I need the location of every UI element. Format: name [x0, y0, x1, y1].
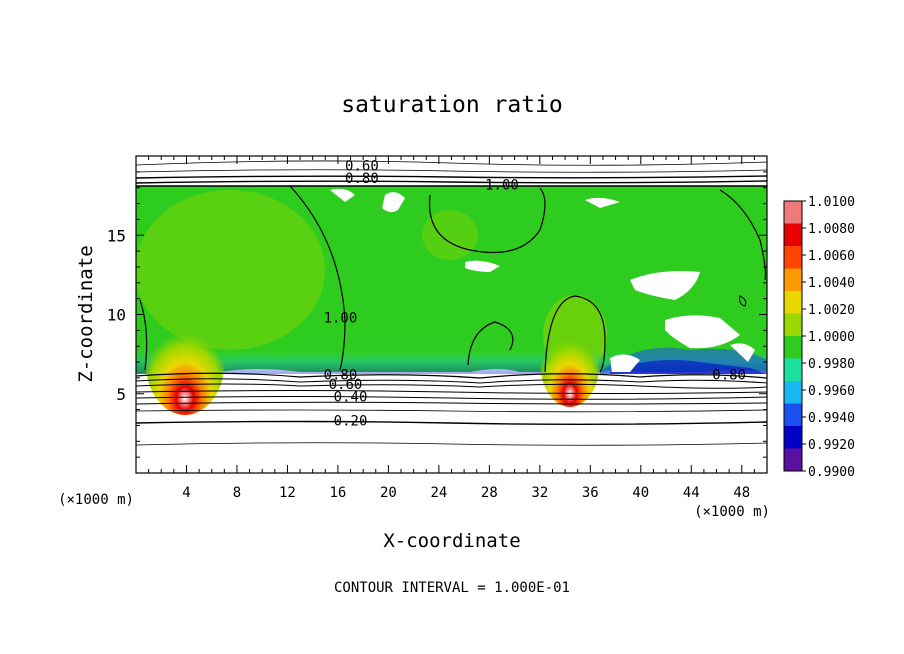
colorbar-swatch: [784, 426, 802, 449]
colorbar-swatch: [784, 448, 802, 472]
colorbar-label: 0.9940: [808, 411, 855, 426]
colorbar-label: 1.0100: [808, 195, 855, 210]
x-tick-label: 32: [531, 485, 548, 501]
x-tick-label: 8: [233, 485, 241, 501]
saturated-zone: [136, 186, 767, 374]
colorbar-label: 0.9980: [808, 357, 855, 372]
colorbar-swatch: [784, 246, 802, 269]
colorbar-swatch: [784, 268, 802, 292]
contour-labels: 0.600.80 1.001.000.800.600.400.200.80: [324, 158, 746, 429]
contour-label: 0.40: [334, 390, 368, 406]
x-tick-label: 4: [182, 485, 190, 501]
y-tick-label: 15: [107, 226, 126, 245]
x-tick-label: 48: [733, 485, 750, 501]
contour-label: 1.00: [485, 177, 519, 193]
y-tick-label: 10: [107, 306, 126, 325]
contour-interval-note: CONTOUR INTERVAL = 1.000E-01: [334, 580, 570, 596]
colorbar-swatch: [784, 223, 802, 247]
colorbar-swatch: [784, 291, 802, 314]
colorbar-label: 1.0020: [808, 303, 855, 318]
y-axis-label: Z-coordinate: [75, 245, 97, 382]
x-unit-label: (×1000 m): [694, 504, 770, 520]
contour-label: 0.60: [345, 158, 379, 174]
y-unit-label: (×1000 m): [58, 492, 134, 508]
x-tick-label: 16: [329, 485, 346, 501]
colorbar-swatch: [784, 313, 802, 337]
colorbar-label: 1.0040: [808, 276, 855, 291]
contour-label: 0.80: [712, 367, 746, 383]
x-tick-labels: 4 8 12 16 20 24 28 32 36 40 44 48: [182, 485, 750, 501]
colorbar-label: 0.9900: [808, 465, 855, 480]
x-tick-label: 12: [279, 485, 296, 501]
colorbar-label: 1.0060: [808, 249, 855, 264]
x-tick-label: 40: [632, 485, 649, 501]
y-tick-label: 5: [116, 385, 126, 404]
contour-label: 1.00: [324, 310, 358, 326]
x-tick-label: 24: [430, 485, 447, 501]
colorbar-label: 1.0080: [808, 222, 855, 237]
colorbar-label: 1.0000: [808, 330, 855, 345]
colorbar-label: 0.9960: [808, 384, 855, 399]
contour-label: 0.80: [324, 367, 358, 383]
x-tick-label: 44: [683, 485, 700, 501]
colorbar-swatch: [784, 358, 802, 382]
x-tick-label: 20: [380, 485, 397, 501]
hot-spot-west: [145, 305, 225, 415]
x-axis-label: X-coordinate: [383, 530, 520, 552]
x-tick-label: 36: [582, 485, 599, 501]
colorbar: 1.0100 1.0080 1.0060 1.0040 1.0020 1.0000 0.99…: [783, 195, 855, 480]
contour-lines: [136, 160, 767, 446]
contour-label: 0.80: [345, 171, 379, 187]
plot-area: 0.600.80 1.001.000.800.600.400.200.80: [136, 156, 767, 473]
colorbar-swatch: [784, 381, 802, 404]
colorbar-label: 0.9920: [808, 438, 855, 453]
contour-label: 0.60: [329, 377, 363, 393]
chart-title: saturation ratio: [341, 92, 563, 118]
y-tick-labels: 5 10 15: [107, 226, 126, 404]
colorbar-swatch: [784, 201, 802, 224]
colorbar-swatch: [784, 336, 802, 359]
colorbar-swatch: [784, 403, 802, 427]
x-tick-label: 28: [481, 485, 498, 501]
contour-label: 0.20: [334, 413, 368, 429]
axis-ticks: [136, 156, 767, 473]
